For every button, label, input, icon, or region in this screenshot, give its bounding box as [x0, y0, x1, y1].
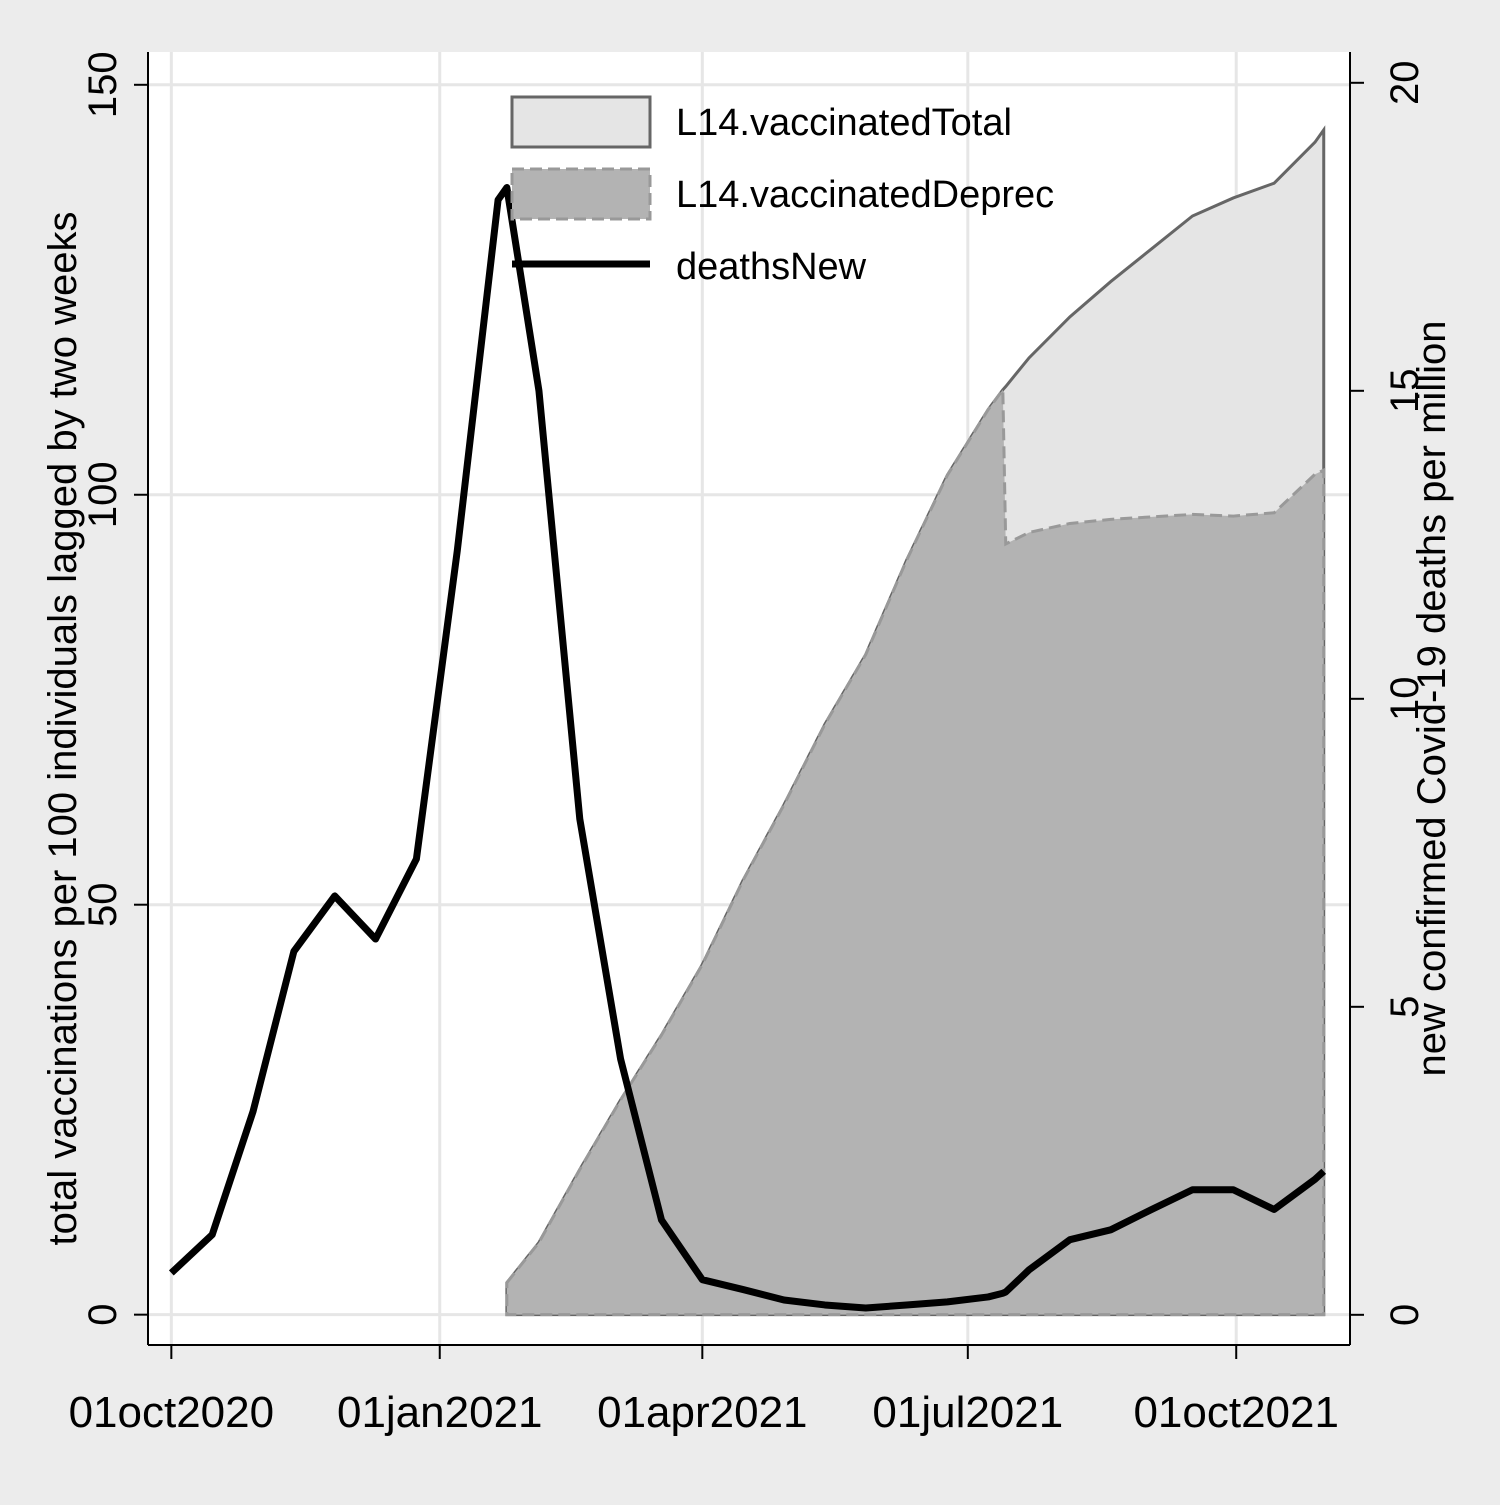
x-tick-label: 01oct2020 [69, 1388, 275, 1437]
y-tick-label: 0 [81, 1304, 125, 1326]
y-tick-label: 150 [81, 51, 125, 118]
legend-label: deathsNew [676, 246, 867, 288]
y-axis-title: total vaccinations per 100 individuals l… [41, 212, 85, 1246]
x-tick-label: 01oct2021 [1133, 1388, 1339, 1437]
y2-tick-label: 10 [1383, 677, 1427, 722]
legend-label: L14.vaccinatedTotal [676, 102, 1012, 144]
y2-tick-label: 5 [1383, 996, 1427, 1018]
y2-tick-label: 20 [1383, 61, 1427, 106]
legend-label: L14.vaccinatedDeprec [676, 174, 1054, 216]
x-tick-label: 01jul2021 [872, 1388, 1063, 1437]
x-tick-label: 01jan2021 [337, 1388, 543, 1437]
legend-key [510, 167, 652, 221]
area [505, 385, 1326, 1317]
y2-tick-label: 0 [1383, 1304, 1427, 1326]
y2-tick-label: 15 [1383, 369, 1427, 414]
y-tick-label: 50 [81, 882, 125, 927]
line [168, 184, 1327, 1312]
legend-key [510, 95, 652, 149]
x-tick-label: 01apr2021 [597, 1388, 807, 1437]
y-tick-label: 100 [81, 461, 125, 528]
y2-axis-title: new confirmed Covid-19 deaths per millio… [1410, 321, 1454, 1077]
